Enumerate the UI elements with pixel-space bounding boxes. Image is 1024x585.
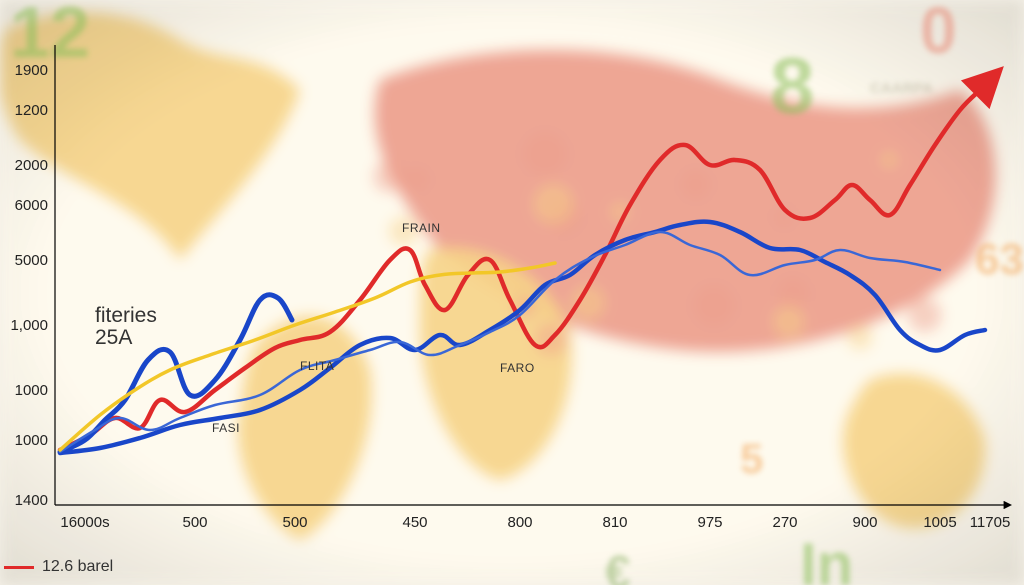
fiteries-label: fiteries 25A xyxy=(95,305,157,349)
x-tick-label: 1005 xyxy=(923,514,956,531)
y-tick-label: 6000 xyxy=(15,197,48,214)
y-tick-label: 1200 xyxy=(15,102,48,119)
legend-swatch xyxy=(4,566,34,569)
y-tick-label: 5000 xyxy=(15,252,48,269)
legend: 12.6 barel xyxy=(4,558,113,576)
chart-annotation: FLITA xyxy=(300,359,334,373)
y-tick-label: 1000 xyxy=(15,382,48,399)
y-tick-label: 1900 xyxy=(15,62,48,79)
line-chart: FRAINFASIFLITAFARO 190012002000600050001… xyxy=(0,0,1024,585)
x-tick-label: 500 xyxy=(282,514,307,531)
fiteries-bottom: 25A xyxy=(95,326,132,349)
x-tick-label: 450 xyxy=(402,514,427,531)
chart-annotation: FASI xyxy=(212,421,240,435)
y-tick-label: 1,000 xyxy=(10,317,48,334)
x-tick-label: 975 xyxy=(697,514,722,531)
x-tick-label: 900 xyxy=(852,514,877,531)
y-tick-label: 2000 xyxy=(15,157,48,174)
series-blue-main xyxy=(60,222,985,453)
x-tick-label: 500 xyxy=(182,514,207,531)
x-tick-label: 270 xyxy=(772,514,797,531)
series-blue-thin xyxy=(60,232,940,452)
y-tick-label: 1000 xyxy=(15,432,48,449)
series-yellow xyxy=(60,263,555,450)
chart-annotation: FARO xyxy=(500,361,535,375)
fiteries-top: fiteries xyxy=(95,304,157,327)
chart-stage: 1280635In€CAARPA FRAINFASIFLITAFARO 1900… xyxy=(0,0,1024,585)
legend-label: 12.6 barel xyxy=(42,558,113,576)
x-tick-label: 810 xyxy=(602,514,627,531)
y-tick-label: 1400 xyxy=(15,492,48,509)
chart-annotation: FRAIN xyxy=(402,221,441,235)
x-tick-label: 16000s xyxy=(60,514,109,531)
x-tick-label: 11705 xyxy=(970,514,1011,531)
x-tick-label: 800 xyxy=(507,514,532,531)
